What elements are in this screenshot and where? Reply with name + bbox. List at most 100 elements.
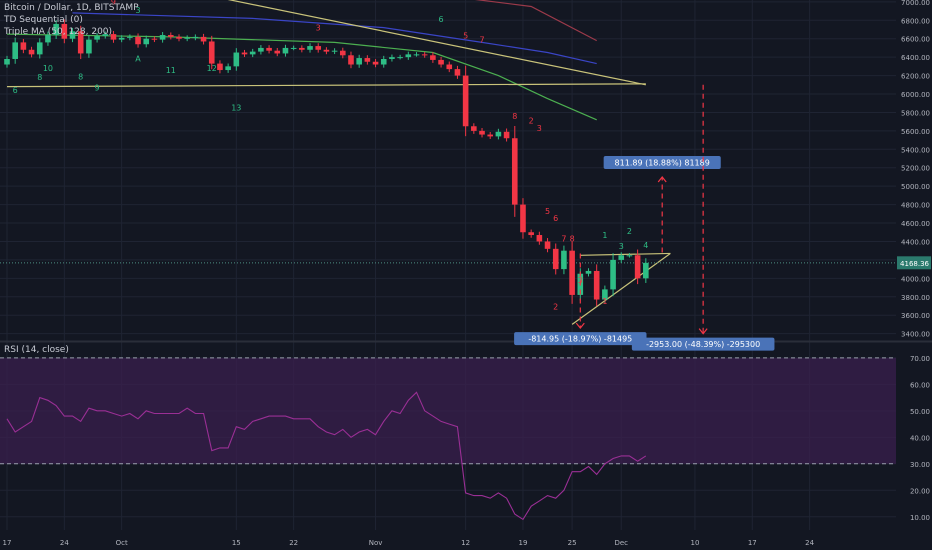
candle[interactable]	[86, 35, 92, 58]
candle[interactable]	[290, 45, 297, 51]
candle-body	[299, 47, 305, 50]
candle[interactable]	[12, 37, 18, 64]
price-tick-label: 5400.00	[901, 146, 930, 154]
candle[interactable]	[61, 19, 68, 44]
candle[interactable]	[454, 65, 461, 79]
candle[interactable]	[626, 252, 633, 258]
candle[interactable]	[544, 238, 551, 253]
candle[interactable]	[331, 48, 338, 55]
candle[interactable]	[28, 46, 35, 58]
candle[interactable]	[102, 31, 109, 39]
candle[interactable]	[536, 231, 543, 245]
candle[interactable]	[643, 258, 649, 283]
candle[interactable]	[249, 48, 256, 58]
price-tick-label: 4400.00	[901, 238, 930, 246]
candle[interactable]	[372, 59, 379, 68]
candle[interactable]	[323, 47, 330, 55]
candle[interactable]	[446, 61, 453, 73]
candle[interactable]	[405, 51, 412, 60]
candle[interactable]	[413, 52, 420, 57]
candle[interactable]	[127, 34, 133, 41]
candle[interactable]	[634, 249, 641, 285]
candle[interactable]	[380, 55, 387, 68]
price-scale[interactable]	[896, 0, 932, 550]
candle[interactable]	[356, 54, 362, 68]
candle[interactable]	[69, 27, 76, 43]
measure-tool[interactable]: -814.95 (-18.97%) -81495	[514, 253, 647, 346]
candle[interactable]	[618, 252, 625, 263]
candle[interactable]	[176, 34, 182, 42]
candle[interactable]	[528, 229, 534, 238]
symbol-legend[interactable]: Bitcoin / Dollar, 1D, BITSTAMP	[4, 3, 139, 13]
candle[interactable]	[143, 35, 150, 48]
candle[interactable]	[4, 55, 10, 68]
candle[interactable]	[552, 243, 559, 275]
candle[interactable]	[110, 30, 117, 43]
candle[interactable]	[438, 56, 444, 68]
candle[interactable]	[200, 33, 207, 45]
candle[interactable]	[462, 65, 469, 137]
candle[interactable]	[511, 125, 518, 217]
candle[interactable]	[315, 43, 322, 53]
candle[interactable]	[520, 198, 526, 239]
candle[interactable]	[233, 48, 240, 71]
candle[interactable]	[192, 34, 199, 41]
candle[interactable]	[241, 49, 248, 57]
candle[interactable]	[258, 45, 264, 55]
candle[interactable]	[593, 264, 600, 307]
candle[interactable]	[77, 25, 84, 60]
candle[interactable]	[225, 63, 231, 73]
candle[interactable]	[561, 245, 567, 275]
price-pane[interactable]	[0, 0, 896, 341]
candle[interactable]	[348, 51, 354, 69]
candle-body	[118, 37, 125, 40]
candles[interactable]	[4, 19, 649, 307]
candle[interactable]	[569, 241, 575, 304]
candle[interactable]	[299, 45, 305, 53]
candle[interactable]	[495, 128, 502, 140]
candle[interactable]	[266, 45, 272, 54]
candle[interactable]	[135, 33, 141, 48]
time-scale[interactable]	[0, 530, 932, 550]
candle[interactable]	[339, 47, 346, 59]
candle[interactable]	[487, 131, 494, 139]
candle[interactable]	[389, 54, 395, 62]
candle[interactable]	[184, 35, 190, 42]
candle[interactable]	[53, 19, 59, 39]
candle[interactable]	[307, 43, 313, 53]
candle[interactable]	[168, 32, 174, 40]
candle[interactable]	[45, 31, 51, 46]
trendline[interactable]	[580, 252, 671, 256]
candle[interactable]	[471, 123, 477, 134]
candle[interactable]	[36, 38, 43, 59]
candle[interactable]	[430, 52, 436, 63]
candle[interactable]	[20, 38, 27, 54]
candle[interactable]	[94, 33, 100, 43]
candle[interactable]	[503, 128, 510, 142]
measure-tools[interactable]: 811.89 (18.88%) 81189 -814.95 (-18.97%) -…	[514, 84, 775, 351]
candle[interactable]	[585, 268, 592, 277]
ma-legend[interactable]: Triple MA (50, 128, 200)	[4, 27, 113, 37]
candle[interactable]	[282, 44, 289, 57]
trendline[interactable]	[204, 0, 646, 86]
candle[interactable]	[397, 54, 403, 60]
measure-tool[interactable]: 811.89 (18.88%) 81189	[603, 155, 721, 253]
candle[interactable]	[217, 60, 223, 74]
candle-body	[127, 36, 133, 38]
candle[interactable]	[274, 47, 281, 57]
td-legend[interactable]: TD Sequential (0)	[4, 15, 83, 25]
candle[interactable]	[151, 36, 158, 43]
measure-tool[interactable]: -2953.00 (-48.39%) -295300	[631, 84, 775, 351]
trendline[interactable]	[571, 252, 671, 325]
candle[interactable]	[159, 32, 166, 43]
trendline[interactable]	[6, 83, 646, 88]
candle[interactable]	[208, 35, 215, 70]
candle[interactable]	[421, 51, 428, 58]
candle[interactable]	[364, 55, 371, 65]
candle[interactable]	[479, 128, 485, 138]
candle[interactable]	[602, 285, 608, 304]
rsi-legend[interactable]: RSI (14, close)	[4, 345, 69, 355]
candle[interactable]	[610, 253, 616, 297]
candle[interactable]	[118, 35, 125, 43]
